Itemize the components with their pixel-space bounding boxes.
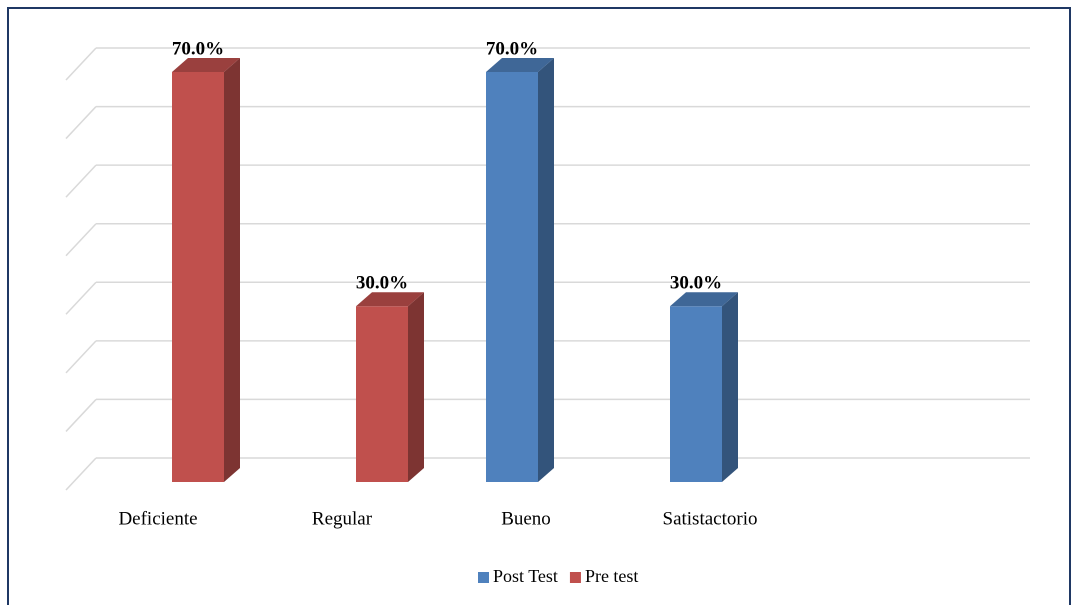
legend-label: Pre test bbox=[585, 566, 639, 586]
bar-top bbox=[670, 292, 738, 307]
grid-line-side bbox=[65, 281, 97, 315]
bar-top bbox=[172, 58, 240, 72]
legend-swatch bbox=[478, 572, 489, 583]
grid-line-side bbox=[65, 164, 97, 198]
bar-side bbox=[224, 58, 240, 482]
bar-top bbox=[486, 58, 554, 72]
value-label: 70.0% bbox=[486, 38, 538, 59]
grid-line-side bbox=[65, 47, 97, 81]
bar-top bbox=[356, 292, 424, 307]
grid-line-side bbox=[65, 398, 97, 432]
x-tick-label: Satistactorio bbox=[663, 508, 758, 529]
legend-label: Post Test bbox=[493, 566, 558, 586]
bar bbox=[172, 72, 224, 482]
legend-swatch bbox=[569, 572, 581, 583]
bar-side bbox=[538, 58, 554, 482]
value-label: 70.0% bbox=[172, 38, 224, 59]
x-tick-label: Bueno bbox=[501, 508, 551, 529]
bar-side bbox=[408, 292, 424, 482]
bar-side bbox=[722, 292, 738, 482]
value-label: 30.0% bbox=[356, 273, 408, 294]
grid-line-side bbox=[65, 223, 97, 257]
x-tick-label: Regular bbox=[312, 508, 373, 529]
bar bbox=[356, 306, 408, 482]
value-label: 30.0% bbox=[670, 273, 722, 294]
bar bbox=[670, 306, 722, 482]
grid-line-side bbox=[65, 457, 97, 491]
grid-line-side bbox=[65, 106, 97, 140]
x-tick-label: Deficiente bbox=[118, 508, 197, 529]
grid-line-side bbox=[65, 340, 97, 374]
bar bbox=[486, 72, 538, 482]
